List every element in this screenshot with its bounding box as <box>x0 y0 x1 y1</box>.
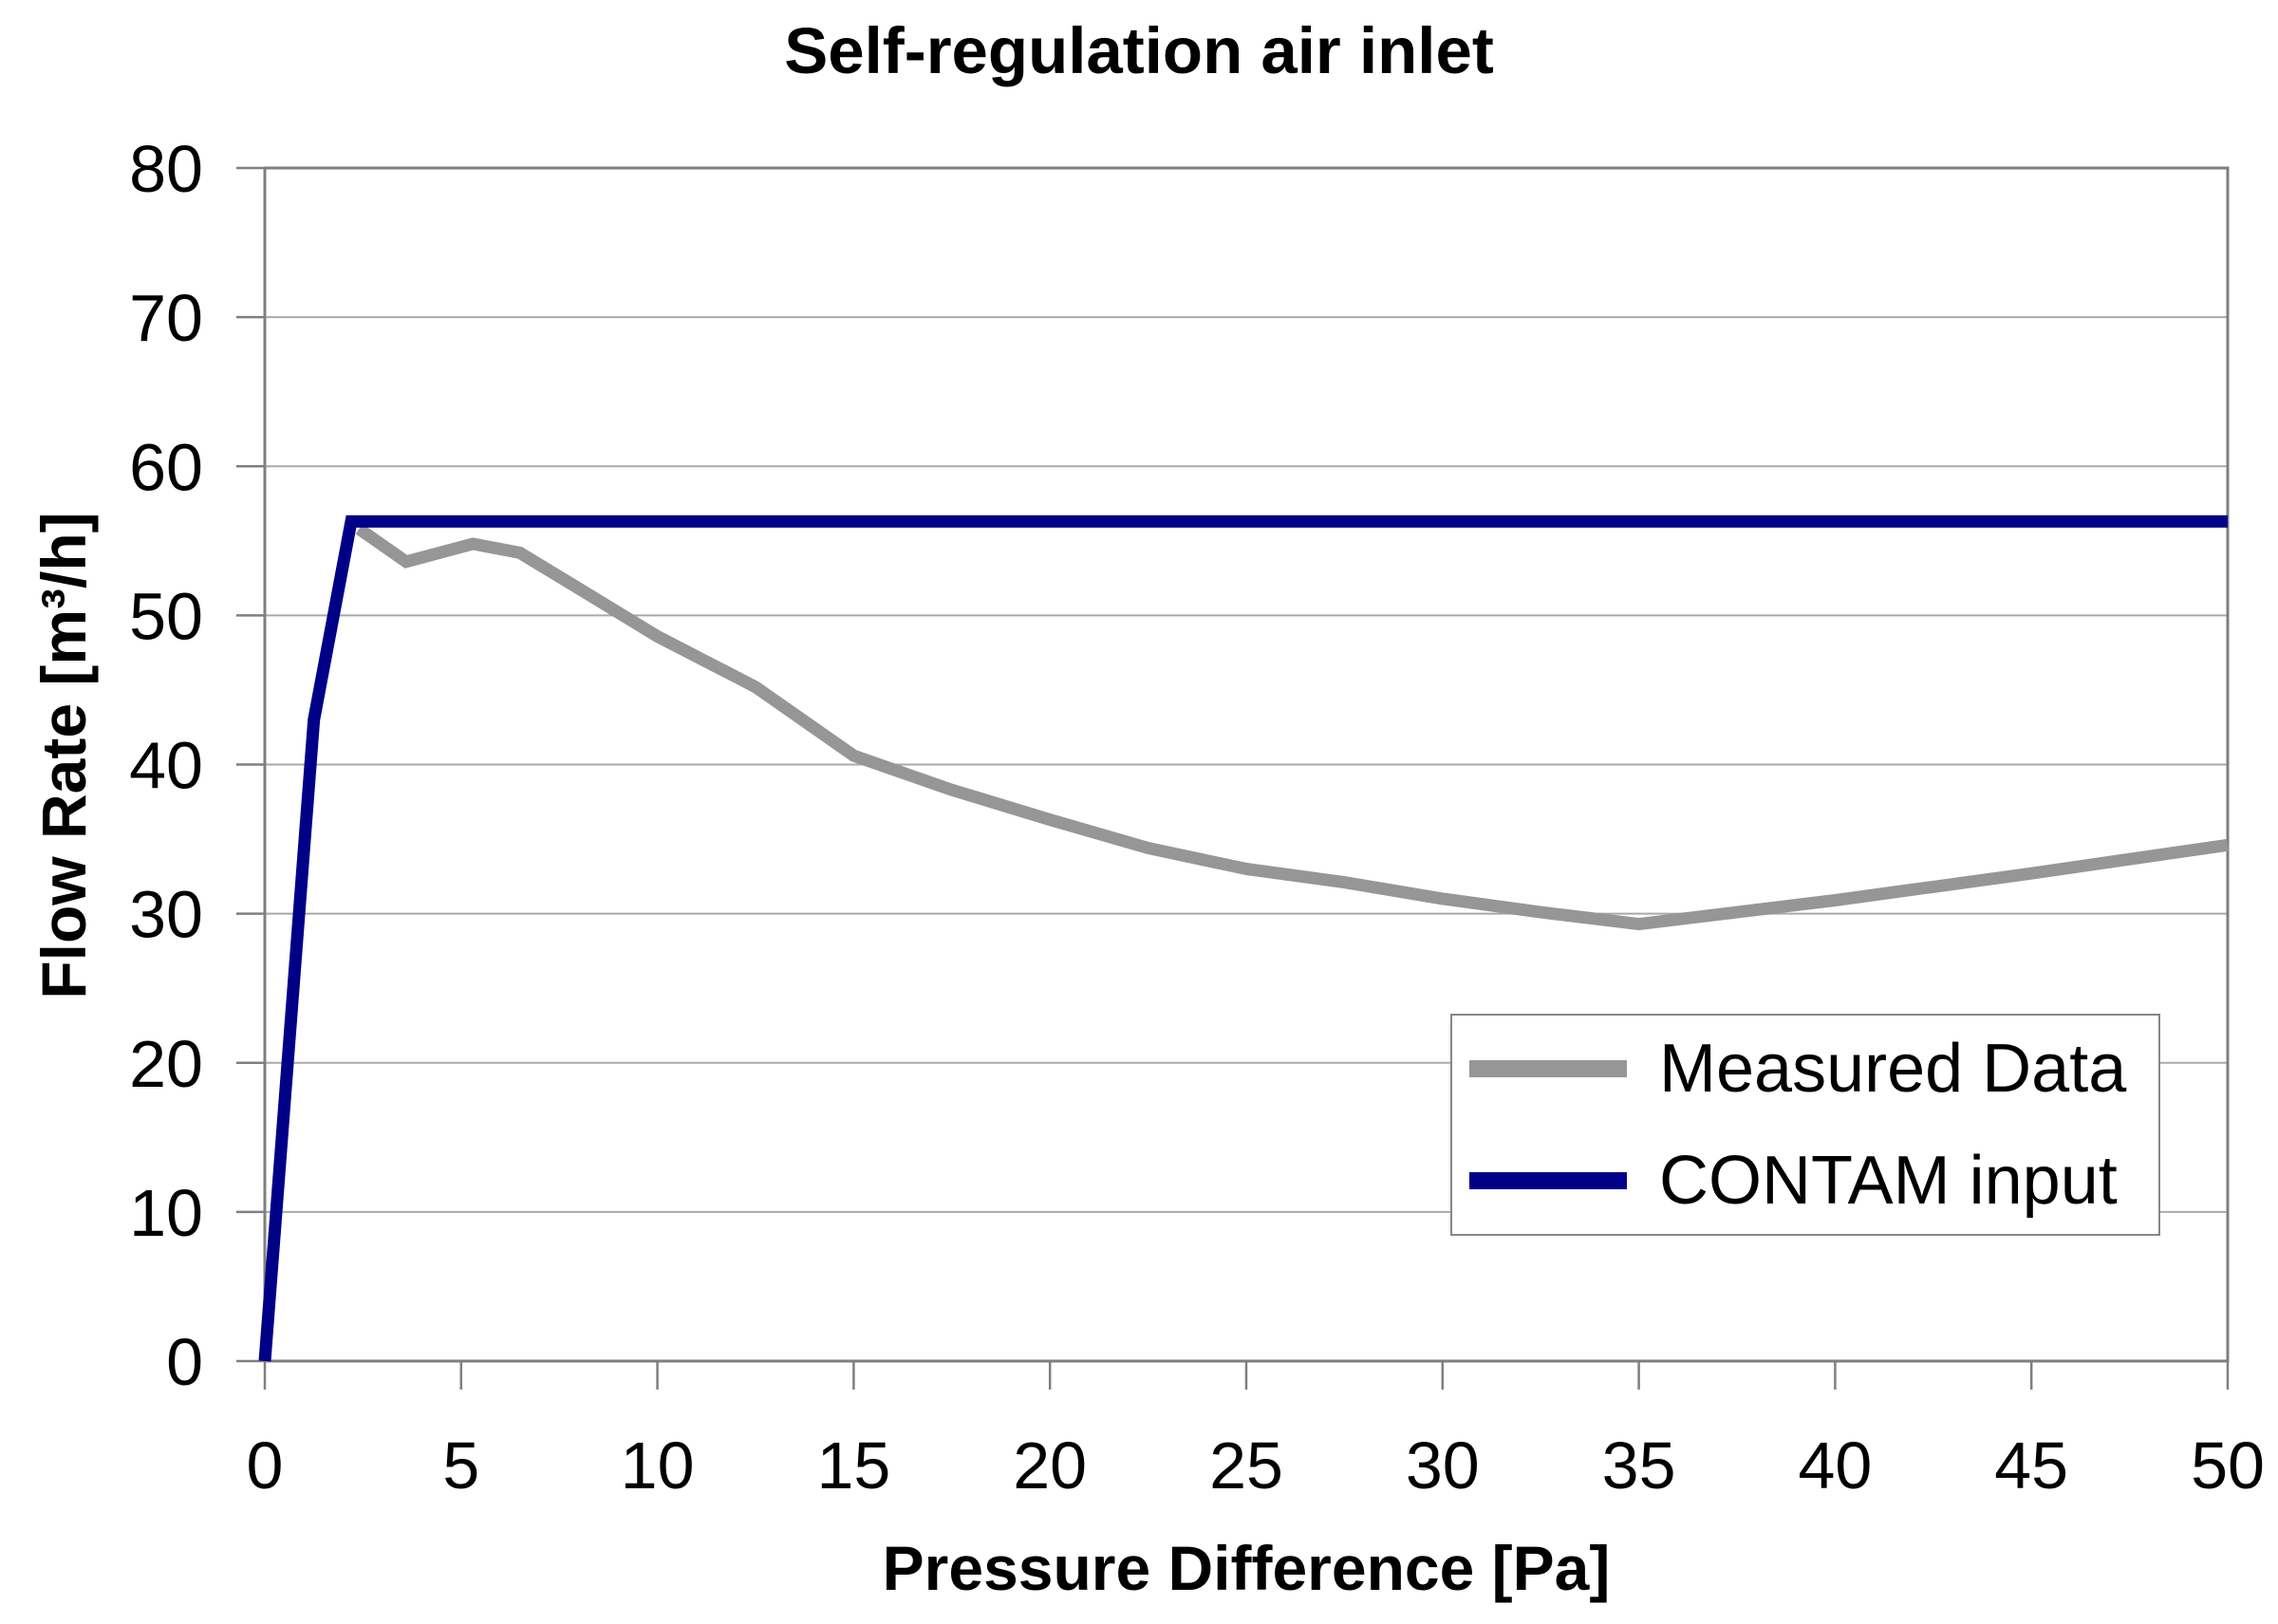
y-tick-label-60: 60 <box>129 430 203 504</box>
x-tick-label-40: 40 <box>1798 1428 1872 1503</box>
x-tick-label-5: 5 <box>442 1428 479 1503</box>
tick-marks-group <box>236 166 2230 1390</box>
chart-title: Self-regulation air inlet <box>784 14 1494 87</box>
y-tick-label-20: 20 <box>129 1027 203 1101</box>
x-tick-label-45: 45 <box>1994 1428 2068 1503</box>
legend-label-measured-data: Measured Data <box>1659 1031 2127 1107</box>
y-axis-title: Flow Rate [m³/h] <box>28 512 99 999</box>
x-tick-label-15: 15 <box>816 1428 890 1503</box>
y-tick-label-80: 80 <box>129 132 203 206</box>
legend-label-contam-input: CONTAM input <box>1659 1143 2118 1219</box>
x-tick-label-35: 35 <box>1602 1428 1676 1503</box>
legend-item-measured-data: Measured Data <box>1452 1031 2158 1107</box>
y-tick-label-50: 50 <box>129 579 203 653</box>
y-tick-label-0: 0 <box>166 1325 203 1399</box>
y-tick-label-10: 10 <box>129 1176 203 1250</box>
x-axis-title: Pressure Difference [Pa] <box>882 1533 1611 1603</box>
legend-item-contam-input: CONTAM input <box>1452 1143 2158 1219</box>
series-line-measured-data <box>355 523 2229 931</box>
contam-input-line-sample <box>1469 1172 1627 1189</box>
x-tick-label-50: 50 <box>2191 1428 2265 1503</box>
series-line-contam-input <box>258 514 2228 1362</box>
tick-labels-group: 0 5 10 15 20 25 30 35 40 45 50 0 10 20 30 40 50 60 70 80 <box>129 132 2265 1503</box>
y-tick-label-40: 40 <box>129 729 203 803</box>
x-tick-label-0: 0 <box>247 1428 284 1503</box>
y-tick-label-30: 30 <box>129 878 203 952</box>
series-lines-group <box>258 514 2229 1362</box>
gridlines-group <box>265 316 2228 1213</box>
x-tick-label-25: 25 <box>1209 1428 1283 1503</box>
x-tick-label-30: 30 <box>1406 1428 1480 1503</box>
legend-box: Measured Data CONTAM input <box>1450 1014 2160 1236</box>
y-tick-label-70: 70 <box>129 281 203 355</box>
x-tick-label-10: 10 <box>621 1428 695 1503</box>
measured-data-line-sample <box>1469 1060 1627 1077</box>
x-tick-label-20: 20 <box>1013 1428 1087 1503</box>
